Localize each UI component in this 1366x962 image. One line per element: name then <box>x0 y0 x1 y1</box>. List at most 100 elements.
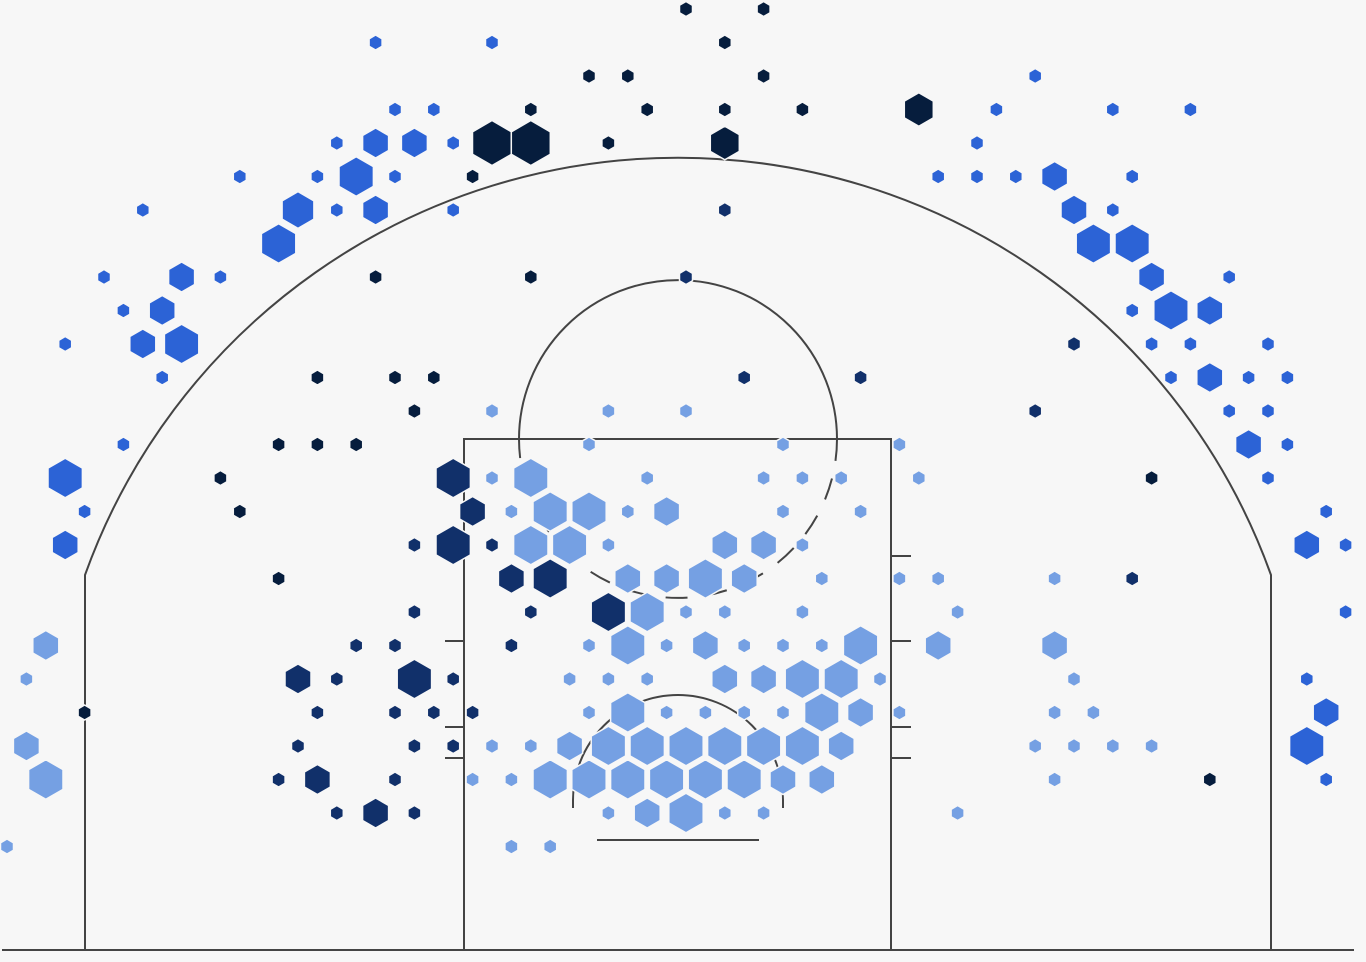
hexbin-paint-111 <box>532 490 569 533</box>
hexbin-paint-116 <box>853 503 868 520</box>
hexbin-paint-149 <box>950 603 965 621</box>
hexbin-paint-208 <box>745 725 782 767</box>
hexbin-mid-range-198 <box>290 737 306 755</box>
hexbin-mid-range-119 <box>407 536 422 554</box>
hexbin-paint-195 <box>1086 704 1101 721</box>
hexbin-three-point-63 <box>129 328 157 360</box>
hexbin-mid-range-109 <box>458 495 487 528</box>
paint-lane <box>463 438 892 950</box>
hexbin-mid-range-217 <box>271 771 286 788</box>
hexbin-three-point-75 <box>1163 369 1179 386</box>
hexbin-three-point-64 <box>163 323 200 365</box>
hexbin-paint-91 <box>775 436 791 453</box>
hexbin-paint-193 <box>892 704 907 721</box>
hexbin-paint-216 <box>27 758 64 801</box>
hexbin-paint-175 <box>784 658 821 700</box>
hexbin-three-point-18 <box>1183 101 1198 118</box>
hexbin-three-point-150 <box>1338 603 1353 621</box>
hexbin-paint-243 <box>504 838 519 855</box>
hexbin-three-point-40 <box>329 201 345 219</box>
hexbin-paint-173 <box>711 663 739 695</box>
hexbin-three-point-31 <box>387 168 403 185</box>
hexbin-long-jumper-14 <box>795 101 810 118</box>
hexbin-paint-226 <box>687 758 724 801</box>
hexbin-paint-221 <box>504 771 519 788</box>
hexbin-paint-236 <box>601 804 616 822</box>
hexbin-mid-range-235 <box>407 804 422 822</box>
hexbin-paint-225 <box>648 758 685 801</box>
hexbin-paint-197 <box>12 730 41 762</box>
hexbin-paint-227 <box>726 758 763 801</box>
hexbin-three-point-22 <box>445 134 461 152</box>
hexbin-mid-range-234 <box>361 797 390 829</box>
hexbin-paint-145 <box>629 591 666 633</box>
hexbin-paint-174 <box>749 663 778 695</box>
hexbin-paint-100 <box>639 469 655 487</box>
hexbin-mid-range-141 <box>1124 570 1140 587</box>
hexbin-long-jumper-32 <box>465 168 480 185</box>
hexbin-long-jumper-71 <box>387 369 403 386</box>
hexbin-mid-range-152 <box>348 637 364 654</box>
hexbin-paint-113 <box>620 503 636 520</box>
hexbin-paint-162 <box>842 624 879 667</box>
hexbin-paint-82 <box>678 402 694 420</box>
hexbin-long-jumper-108 <box>232 503 248 520</box>
hexbin-mid-range-181 <box>310 704 325 721</box>
hexbin-mid-range-65 <box>1066 335 1082 353</box>
hexbin-paint-240 <box>756 804 771 822</box>
hexbin-paint-90 <box>581 436 597 453</box>
hexbin-paint-124 <box>601 536 616 554</box>
hexbin-mid-range-153 <box>387 637 403 654</box>
hexbin-paint-160 <box>775 637 791 654</box>
hexbin-paint-244 <box>542 838 558 855</box>
hexbin-paint-102 <box>795 469 810 487</box>
hexbin-paint-161 <box>814 637 830 654</box>
hexbin-long-jumper-4 <box>717 34 733 51</box>
hexbin-paint-188 <box>698 704 713 721</box>
hexbin-mid-range-183 <box>426 704 442 721</box>
hexbin-paint-155 <box>581 637 597 654</box>
hexbin-three-point-118 <box>51 529 79 561</box>
hexbin-mid-range-142 <box>407 603 422 621</box>
hexbin-three-point-16 <box>989 101 1004 118</box>
hexbin-three-point-9 <box>387 101 403 118</box>
hexbin-mid-range-97 <box>435 457 472 499</box>
free-throw-circle-bottom <box>518 438 838 599</box>
hexbin-long-jumper-231 <box>1202 771 1218 788</box>
hexbin-paint-146 <box>678 603 694 621</box>
hexbin-three-point-62 <box>57 335 73 353</box>
hexbin-paint-157 <box>659 637 674 654</box>
hexbin-paint-222 <box>532 758 569 801</box>
hexbin-paint-206 <box>668 725 704 767</box>
hexbin-mid-range-168 <box>396 658 433 700</box>
hexbin-long-jumper-89 <box>348 436 364 453</box>
hexbin-paint-210 <box>827 730 855 762</box>
hexbin-long-jumper-15 <box>903 91 935 128</box>
hexbin-paint-151 <box>32 629 60 662</box>
hexbin-paint-138 <box>892 570 907 587</box>
hexbin-long-jumper-11 <box>523 101 539 118</box>
hexbin-mid-range-182 <box>387 704 403 721</box>
hexbin-paint-99 <box>512 457 549 499</box>
hexbin-paint-125 <box>711 529 739 561</box>
hexbin-three-point-232 <box>1318 771 1334 788</box>
hexbin-three-point-19 <box>329 134 345 152</box>
hexbin-mid-range-219 <box>387 771 403 788</box>
hexbin-three-point-94 <box>1280 436 1295 453</box>
hexbin-three-point-106 <box>1260 469 1276 487</box>
hexbin-three-point-47 <box>1075 222 1112 265</box>
hexbin-three-point-60 <box>1153 289 1189 332</box>
hexbin-three-point-3 <box>484 34 500 51</box>
hexbin-long-jumper-12 <box>639 101 655 118</box>
hexbin-paint-127 <box>795 536 810 554</box>
hexbin-three-point-45 <box>1105 201 1121 219</box>
hexbin-three-point-129 <box>1338 536 1353 554</box>
hexbin-paint-126 <box>749 529 778 561</box>
hexbin-three-point-33 <box>930 168 946 185</box>
hexbin-paint-81 <box>601 402 616 420</box>
hexbin-three-point-2 <box>368 34 383 51</box>
hexbin-paint-112 <box>571 490 607 533</box>
hexbin-three-point-37 <box>1124 168 1140 185</box>
hexbin-long-jumper-13 <box>717 101 733 118</box>
